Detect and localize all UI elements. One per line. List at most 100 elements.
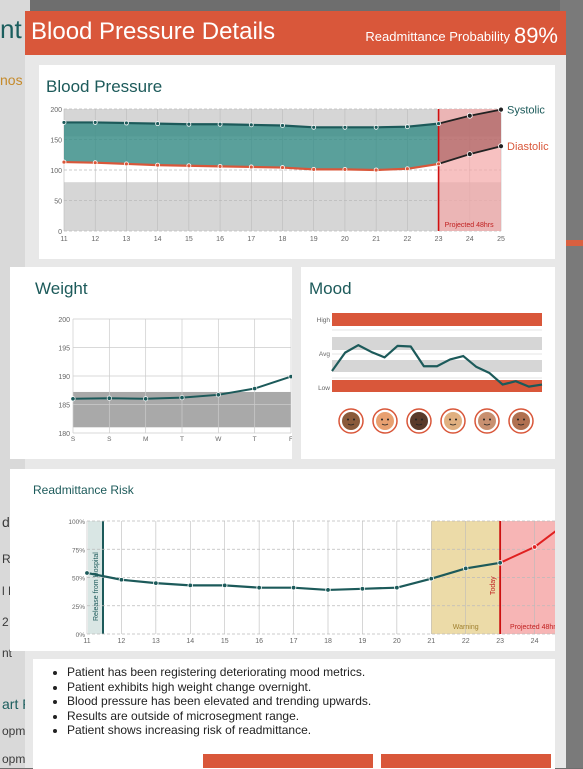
data-point xyxy=(153,580,159,586)
y-tick-label: 200 xyxy=(50,107,62,114)
x-tick-label: 13 xyxy=(123,236,131,243)
warning-label: Warning xyxy=(453,624,479,631)
data-point xyxy=(217,163,223,169)
background-text: art F xyxy=(2,696,31,712)
x-tick-label: 17 xyxy=(247,236,255,243)
background-text: nt xyxy=(2,646,13,660)
series-label: Diastolic xyxy=(507,141,549,153)
face-eye xyxy=(517,418,519,421)
data-point xyxy=(311,166,317,172)
x-tick-label: 17 xyxy=(290,638,298,645)
data-point xyxy=(92,160,98,166)
weight-chart: 180 185 190 195 200 S S M T W T F xyxy=(58,317,292,443)
data-point xyxy=(436,161,441,167)
data-point xyxy=(290,584,297,591)
x-tick-label: 11 xyxy=(60,236,67,243)
data-point xyxy=(311,124,317,130)
x-tick-label: 22 xyxy=(462,638,470,645)
face-eye xyxy=(523,418,525,421)
action-button-right[interactable] xyxy=(381,754,551,768)
surprised-face-icon xyxy=(512,412,530,430)
x-tick-label: 16 xyxy=(216,236,224,243)
modal-header: Blood Pressure Details Readmittance Prob… xyxy=(25,11,566,55)
note-item: Patient has been registering deteriorati… xyxy=(67,665,555,680)
face-eye xyxy=(489,418,491,421)
data-point xyxy=(498,143,504,150)
face-eye xyxy=(381,418,383,421)
x-tick-label: 14 xyxy=(186,638,194,645)
neutral-face-icon xyxy=(478,412,496,430)
x-tick-label: F xyxy=(289,436,292,443)
x-tick-label: 16 xyxy=(255,638,263,645)
data-point xyxy=(463,565,469,572)
face-mouth xyxy=(415,423,423,426)
data-point xyxy=(124,161,129,167)
x-tick-label: 15 xyxy=(185,236,193,243)
data-point xyxy=(280,165,285,170)
data-point xyxy=(222,582,228,589)
data-point xyxy=(342,124,348,130)
y-tick-label: 25% xyxy=(72,604,85,611)
face-mouth xyxy=(381,423,389,426)
action-button-left[interactable] xyxy=(203,754,373,768)
y-tick-label: High xyxy=(317,317,331,324)
data-point xyxy=(70,396,76,402)
face-mouth xyxy=(347,423,355,426)
mood-title: Mood xyxy=(309,279,352,298)
data-point xyxy=(124,120,129,126)
x-tick-label: 19 xyxy=(359,638,367,645)
note-item: Blood pressure has been elevated and tre… xyxy=(67,694,555,709)
x-tick-label: 13 xyxy=(152,638,160,645)
y-tick-label: 150 xyxy=(50,138,62,145)
data-point xyxy=(92,120,98,125)
y-tick-label: 50 xyxy=(54,199,62,206)
face-eye xyxy=(455,418,457,421)
notes-list: Patient has been registering deteriorati… xyxy=(33,659,555,738)
data-point xyxy=(84,570,90,576)
x-tick-label: 21 xyxy=(372,236,380,243)
data-point xyxy=(394,584,400,591)
data-point xyxy=(155,162,161,168)
data-point xyxy=(280,123,285,128)
today-label: Today xyxy=(490,576,497,595)
release-label: Release from Hospital xyxy=(93,552,100,621)
y-tick-label: 195 xyxy=(58,346,70,353)
shouting-face-icon xyxy=(410,412,428,430)
x-tick-label: 19 xyxy=(310,236,318,243)
y-tick-label: Avg xyxy=(319,351,330,358)
y-tick-label: 180 xyxy=(58,431,70,438)
data-point xyxy=(215,392,221,398)
weight-title: Weight xyxy=(35,279,88,298)
y-tick-label: 200 xyxy=(58,317,70,324)
face-mouth xyxy=(517,423,525,426)
x-tick-label: 25 xyxy=(497,236,505,243)
data-point xyxy=(373,124,379,130)
data-point xyxy=(404,124,410,130)
data-point xyxy=(531,544,538,550)
x-tick-label: S xyxy=(71,436,76,443)
x-tick-label: T xyxy=(253,436,257,443)
data-point xyxy=(373,167,379,173)
blood-pressure-title: Blood Pressure xyxy=(46,77,163,96)
background-heading: nt xyxy=(0,14,22,44)
blood-pressure-card: Blood Pressure 0 50 100 150 200 11 12 13 14 15 16 1… xyxy=(39,65,555,259)
mood-chart: High Avg Low xyxy=(317,313,543,434)
data-point xyxy=(248,122,254,128)
data-point xyxy=(359,586,366,592)
face-mouth xyxy=(483,423,491,426)
y-tick-label: 0 xyxy=(58,229,62,236)
x-tick-label: 23 xyxy=(435,236,443,243)
modal-title: Blood Pressure Details xyxy=(31,18,276,45)
y-tick-label: 100% xyxy=(68,519,85,526)
clinical-notes: Patient has been registering deteriorati… xyxy=(33,659,555,769)
x-tick-label: 12 xyxy=(118,638,126,645)
data-point xyxy=(428,575,434,582)
data-point xyxy=(118,577,125,583)
data-point xyxy=(155,121,161,127)
probability-value: 89% xyxy=(513,23,558,48)
data-point xyxy=(466,151,473,158)
x-tick-label: 21 xyxy=(427,638,435,645)
data-point xyxy=(288,374,292,380)
data-point xyxy=(436,121,441,127)
projected-label: Projected 48hrs xyxy=(510,624,555,631)
